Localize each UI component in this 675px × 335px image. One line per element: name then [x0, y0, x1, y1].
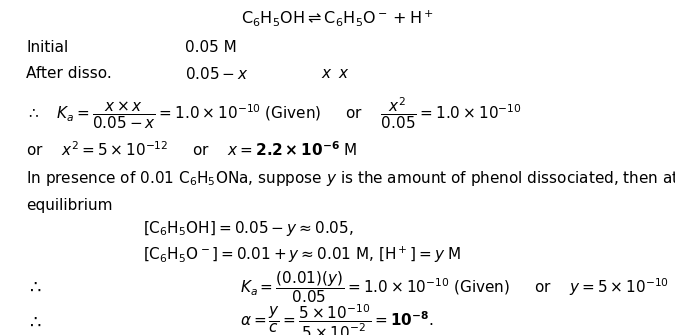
Text: $\therefore$: $\therefore$ — [26, 313, 43, 331]
Text: $x \;\; x$: $x \;\; x$ — [321, 66, 350, 81]
Text: $\mathrm{C_6H_5OH} \rightleftharpoons \mathrm{C_6H_5O^-} + \mathrm{H^+}$: $\mathrm{C_6H_5OH} \rightleftharpoons \m… — [241, 8, 434, 28]
Text: $K_a = \dfrac{(0.01)(y)}{0.05} = 1.0 \times 10^{-10}$ (Given) $\quad$ or $\quad : $K_a = \dfrac{(0.01)(y)}{0.05} = 1.0 \ti… — [240, 269, 669, 305]
Text: $\alpha = \dfrac{y}{c} = \dfrac{5 \times 10^{-10}}{5 \times 10^{-2}} = \mathbf{1: $\alpha = \dfrac{y}{c} = \dfrac{5 \times… — [240, 303, 434, 335]
Text: After disso.: After disso. — [26, 66, 112, 81]
Text: equilibrium: equilibrium — [26, 198, 113, 213]
Text: 0.05 M: 0.05 M — [185, 40, 237, 55]
Text: $[\mathrm{C_6H_5OH}] = 0.05 - y \approx 0.05,$: $[\mathrm{C_6H_5OH}] = 0.05 - y \approx … — [143, 219, 354, 238]
Text: or $\quad x^2 = 5 \times 10^{-12}$ $\quad$ or $\quad x = \mathbf{2.2 \times 10^{: or $\quad x^2 = 5 \times 10^{-12}$ $\qua… — [26, 140, 358, 159]
Text: Initial: Initial — [26, 40, 69, 55]
Text: $0.05 - x$: $0.05 - x$ — [185, 66, 249, 82]
Text: $[\mathrm{C_6H_5O^-}] = 0.01 + y \approx 0.01$ M, $[\mathrm{H^+}] = y$ M: $[\mathrm{C_6H_5O^-}] = 0.01 + y \approx… — [143, 244, 462, 265]
Text: In presence of 0.01 $\mathrm{C_6H_5ONa}$, suppose $y$ is the amount of phenol di: In presence of 0.01 $\mathrm{C_6H_5ONa}$… — [26, 170, 675, 189]
Text: $\therefore$: $\therefore$ — [26, 278, 43, 296]
Text: $\therefore \quad K_a = \dfrac{x \times x}{0.05 - x} = 1.0 \times 10^{-10}$ (Giv: $\therefore \quad K_a = \dfrac{x \times … — [26, 95, 522, 131]
